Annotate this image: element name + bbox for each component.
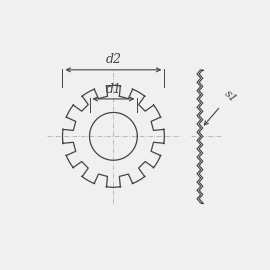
Text: d1: d1	[105, 83, 122, 96]
Text: d2: d2	[105, 53, 122, 66]
Text: s1: s1	[222, 88, 238, 104]
